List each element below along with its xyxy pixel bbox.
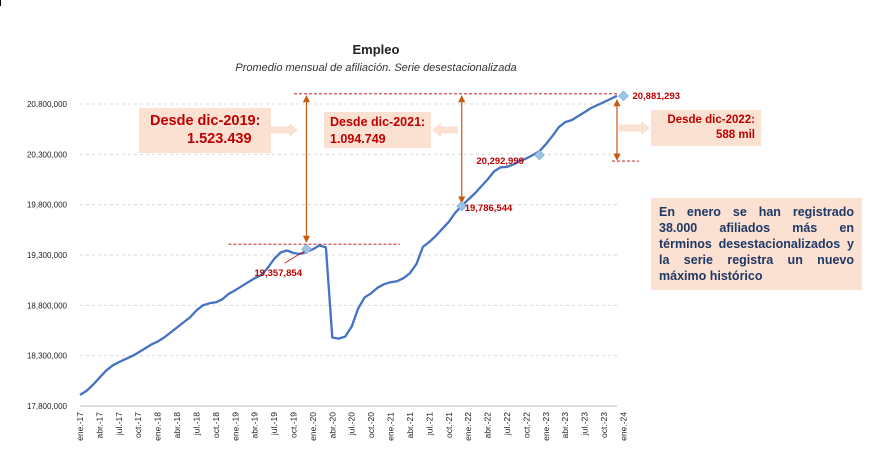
corner-tick xyxy=(0,0,1,6)
chart-subtitle: Promedio mensual de afiliación. Serie de… xyxy=(235,62,517,74)
x-tick-label: abr.-19 xyxy=(250,412,260,439)
x-tick-label: abr.-23 xyxy=(560,412,570,439)
y-tick-label: 19,300,000 xyxy=(27,251,68,260)
x-tick-label: jul.-17 xyxy=(114,412,124,436)
x-tick-label: ene.-24 xyxy=(618,412,628,441)
data-label: 19,357,854 xyxy=(254,268,302,279)
data-label: 20,292,999 xyxy=(476,156,524,167)
block-arrow-dec-2019 xyxy=(262,123,298,137)
y-tick-label: 20,800,000 xyxy=(27,100,68,109)
callout-value: 588 mil xyxy=(716,129,755,141)
callout-value: 1.094.749 xyxy=(330,132,386,146)
summary-note: En enero se han registrado 38.000 afilia… xyxy=(651,198,862,290)
callout-since-dec-2022: Desde dic-2022: 588 mil xyxy=(651,110,761,146)
block-arrow-dec-2021 xyxy=(432,123,458,137)
x-tick-label: oct.-19 xyxy=(289,412,299,438)
callout-value: 1.523.439 xyxy=(187,131,252,147)
y-tick-label: 18,300,000 xyxy=(27,352,68,361)
series-line xyxy=(79,94,618,396)
y-tick-label: 20,300,000 xyxy=(27,150,68,159)
x-tick-label: abr.-21 xyxy=(405,412,415,439)
x-tick-label: jul.-22 xyxy=(502,412,512,436)
y-tick-label: 19,800,000 xyxy=(27,201,68,210)
data-point-marker xyxy=(618,90,629,102)
y-tick-label: 17,800,000 xyxy=(27,402,68,411)
x-tick-label: jul.-20 xyxy=(347,412,357,436)
callout-since-dec-2021: Desde dic-2021: 1.094.749 xyxy=(324,112,431,148)
x-tick-label: ene.-20 xyxy=(308,412,318,441)
x-tick-label: oct.-17 xyxy=(133,412,143,438)
x-tick-label: ene.-17 xyxy=(75,412,85,441)
x-tick-label: ene.-23 xyxy=(541,412,551,441)
callout-title: Desde dic-2019: xyxy=(150,113,261,129)
data-point-marker xyxy=(456,200,468,212)
x-tick-label: oct.-22 xyxy=(521,412,531,438)
x-tick-label: abr.-18 xyxy=(172,412,182,439)
x-tick-label: jul.-19 xyxy=(269,412,279,436)
y-tick-label: 18,800,000 xyxy=(27,301,68,310)
x-tick-label: oct.-20 xyxy=(366,412,376,438)
data-label: 20,881,293 xyxy=(632,91,680,102)
x-tick-label: ene.-19 xyxy=(230,412,240,441)
x-tick-label: ene.-21 xyxy=(386,412,396,441)
callout-title: Desde dic-2021: xyxy=(330,115,426,129)
block-arrow-dec-2022 xyxy=(619,121,650,135)
x-tick-label: oct.-18 xyxy=(211,412,221,438)
x-tick-label: ene.-18 xyxy=(153,412,163,441)
x-tick-label: oct.-23 xyxy=(599,412,609,438)
x-tick-label: abr.-17 xyxy=(94,412,104,439)
callout-since-dec-2019: Desde dic-2019: 1.523.439 xyxy=(139,108,271,153)
callout-title: Desde dic-2022: xyxy=(667,114,755,126)
x-tick-label: ene.-22 xyxy=(463,412,473,441)
data-label: 19,786,544 xyxy=(465,203,513,214)
data-label-leader xyxy=(284,250,305,264)
data-point-marker xyxy=(534,149,545,161)
x-tick-label: abr.-22 xyxy=(483,412,493,439)
x-tick-label: jul.-23 xyxy=(580,412,590,436)
x-tick-label: jul.-21 xyxy=(424,412,434,436)
chart-title: Empleo xyxy=(352,42,400,57)
x-tick-label: abr.-20 xyxy=(327,412,337,439)
x-tick-label: jul.-18 xyxy=(191,412,201,436)
x-tick-label: oct.-21 xyxy=(444,412,454,438)
